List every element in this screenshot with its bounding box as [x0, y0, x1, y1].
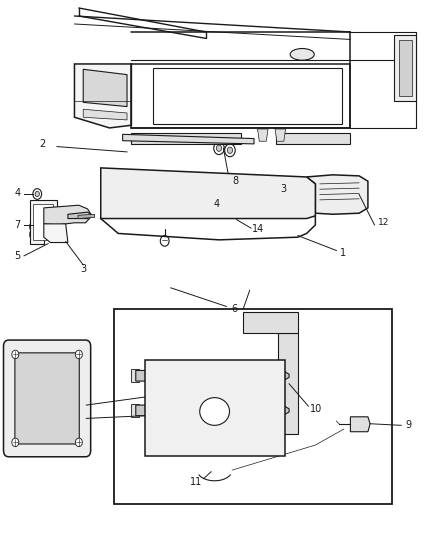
- Text: 9: 9: [405, 421, 411, 430]
- Polygon shape: [276, 133, 350, 144]
- Bar: [287, 368, 297, 383]
- Circle shape: [160, 236, 169, 246]
- Text: 1: 1: [339, 248, 346, 258]
- Text: 4: 4: [14, 188, 21, 198]
- Circle shape: [29, 222, 36, 231]
- Circle shape: [12, 438, 19, 447]
- Polygon shape: [30, 200, 57, 244]
- Polygon shape: [123, 134, 254, 144]
- Ellipse shape: [290, 49, 314, 60]
- Circle shape: [29, 230, 36, 239]
- Text: 14: 14: [252, 224, 265, 234]
- Circle shape: [282, 385, 293, 399]
- Polygon shape: [145, 360, 285, 456]
- Circle shape: [259, 128, 266, 136]
- Polygon shape: [136, 370, 289, 381]
- Polygon shape: [275, 129, 286, 141]
- Circle shape: [207, 175, 213, 183]
- Circle shape: [189, 199, 197, 208]
- Text: 6: 6: [231, 304, 237, 314]
- Circle shape: [35, 191, 39, 197]
- Circle shape: [277, 128, 284, 136]
- Bar: [287, 403, 297, 418]
- Circle shape: [191, 201, 195, 206]
- Circle shape: [282, 406, 293, 420]
- Circle shape: [216, 145, 222, 151]
- Circle shape: [75, 350, 82, 359]
- Bar: [114, 309, 392, 504]
- Polygon shape: [101, 168, 315, 219]
- Circle shape: [173, 136, 178, 142]
- Polygon shape: [258, 129, 268, 141]
- Text: 2: 2: [39, 139, 46, 149]
- Circle shape: [260, 177, 266, 185]
- Circle shape: [277, 361, 284, 369]
- Text: 11: 11: [190, 478, 202, 487]
- Circle shape: [225, 144, 235, 157]
- Circle shape: [145, 361, 152, 369]
- Text: 10: 10: [310, 405, 322, 414]
- Polygon shape: [136, 405, 289, 416]
- Polygon shape: [131, 133, 241, 144]
- Circle shape: [138, 136, 143, 142]
- Polygon shape: [44, 224, 68, 243]
- Circle shape: [145, 446, 152, 455]
- Bar: [131, 369, 139, 382]
- Circle shape: [227, 147, 233, 154]
- Polygon shape: [74, 64, 131, 128]
- Circle shape: [279, 319, 286, 326]
- Circle shape: [260, 319, 266, 326]
- Circle shape: [208, 136, 213, 142]
- FancyBboxPatch shape: [15, 353, 79, 444]
- Circle shape: [75, 438, 82, 447]
- Text: 4: 4: [214, 199, 220, 208]
- Polygon shape: [399, 40, 412, 96]
- Polygon shape: [68, 212, 92, 219]
- Circle shape: [12, 350, 19, 359]
- Ellipse shape: [200, 398, 230, 425]
- FancyBboxPatch shape: [4, 340, 91, 457]
- Text: 7: 7: [14, 220, 21, 230]
- Polygon shape: [158, 177, 245, 198]
- Text: 12: 12: [378, 219, 389, 227]
- Polygon shape: [350, 417, 370, 432]
- Circle shape: [214, 142, 224, 155]
- Text: 3: 3: [281, 184, 287, 193]
- Polygon shape: [44, 205, 92, 225]
- Circle shape: [155, 136, 160, 142]
- Text: 3: 3: [80, 264, 86, 273]
- Polygon shape: [83, 69, 127, 107]
- Polygon shape: [394, 35, 416, 101]
- Circle shape: [124, 171, 130, 179]
- Circle shape: [271, 319, 277, 326]
- Text: 8: 8: [233, 176, 239, 186]
- Bar: [131, 404, 139, 417]
- Polygon shape: [83, 109, 127, 120]
- Polygon shape: [33, 204, 53, 240]
- Circle shape: [190, 136, 195, 142]
- Circle shape: [33, 189, 42, 199]
- Polygon shape: [243, 312, 298, 333]
- Polygon shape: [307, 175, 368, 214]
- Circle shape: [249, 319, 255, 326]
- Circle shape: [282, 340, 293, 353]
- Circle shape: [277, 446, 284, 455]
- Polygon shape: [278, 333, 298, 434]
- Circle shape: [286, 179, 292, 186]
- Text: 5: 5: [14, 251, 21, 261]
- Circle shape: [282, 361, 293, 375]
- Polygon shape: [78, 214, 95, 219]
